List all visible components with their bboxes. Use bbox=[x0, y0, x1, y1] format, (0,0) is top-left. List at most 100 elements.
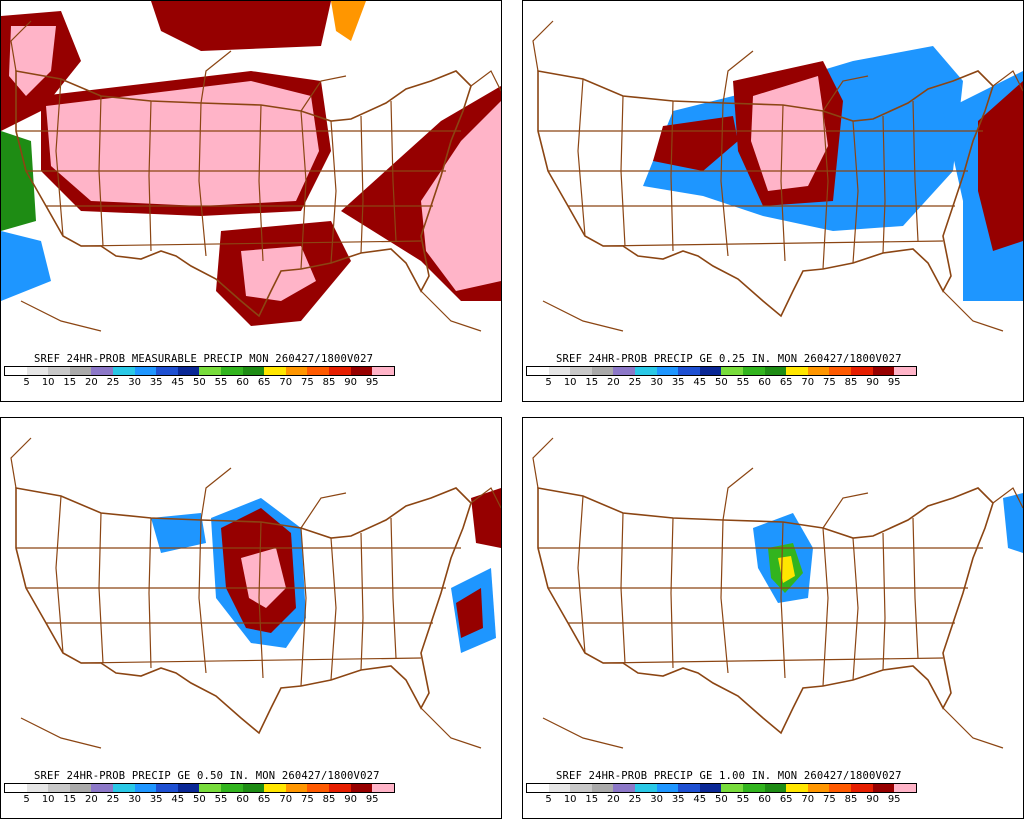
scale-tick-label: 5 bbox=[23, 794, 30, 805]
scale-tick-label: 50 bbox=[193, 794, 206, 805]
scale-tick-label: 25 bbox=[628, 377, 642, 388]
scale-tick-label: 65 bbox=[257, 794, 271, 805]
scale-tick-label: 35 bbox=[149, 794, 163, 805]
scale-tick-label: 60 bbox=[758, 794, 771, 805]
panel-precip-ge-025: SREF 24HR-PROB PRECIP GE 0.25 IN. MON 26… bbox=[522, 0, 1024, 402]
precip-probability-area bbox=[653, 116, 738, 171]
scale-swatch bbox=[699, 367, 722, 375]
scale-swatch bbox=[48, 784, 70, 792]
probability-map bbox=[523, 418, 1023, 773]
scale-swatch bbox=[807, 784, 830, 792]
scale-swatch bbox=[199, 784, 221, 792]
probability-map bbox=[523, 1, 1023, 356]
state-boundary bbox=[912, 517, 919, 659]
scale-swatch bbox=[699, 784, 722, 792]
probability-map bbox=[1, 418, 501, 773]
scale-swatch bbox=[591, 367, 614, 375]
state-boundary bbox=[780, 104, 786, 262]
scale-swatch bbox=[829, 367, 851, 375]
state-boundary bbox=[822, 75, 869, 112]
scale-swatch bbox=[91, 784, 113, 792]
scale-swatch bbox=[91, 367, 113, 375]
scale-tick-label: 65 bbox=[779, 794, 793, 805]
scale-tick-label: 70 bbox=[279, 377, 293, 388]
scale-tick-label: 95 bbox=[365, 794, 379, 805]
color-scale-labels: 5 10 15 20 25 30 35 45 50 55 60 65 70 75 85 90 95 bbox=[526, 377, 1006, 389]
state-boundary bbox=[822, 527, 829, 687]
state-boundary bbox=[258, 104, 264, 262]
scale-tick-label: 95 bbox=[887, 794, 901, 805]
scale-tick-label: 20 bbox=[607, 377, 620, 388]
state-boundary bbox=[10, 20, 32, 72]
state-boundary bbox=[822, 492, 869, 529]
scale-swatch bbox=[177, 784, 200, 792]
scale-tick-label: 20 bbox=[607, 794, 620, 805]
scale-tick-label: 5 bbox=[545, 377, 552, 388]
scale-tick-label: 10 bbox=[563, 377, 577, 388]
scale-swatch bbox=[220, 367, 243, 375]
scale-swatch bbox=[26, 367, 49, 375]
scale-tick-label: 85 bbox=[322, 794, 336, 805]
panel-measurable-precip: SREF 24HR-PROB MEASURABLE PRECIP MON 260… bbox=[0, 0, 502, 402]
scale-swatch bbox=[570, 784, 592, 792]
scale-tick-label: 85 bbox=[844, 377, 858, 388]
scale-swatch bbox=[527, 367, 549, 375]
scale-swatch bbox=[69, 784, 92, 792]
scale-swatch bbox=[350, 367, 373, 375]
scale-swatch bbox=[177, 367, 200, 375]
color-scale-bar bbox=[4, 783, 395, 793]
precip-probability-area bbox=[456, 588, 483, 638]
state-boundary bbox=[200, 50, 232, 104]
state-boundary bbox=[602, 657, 944, 664]
scale-swatch bbox=[894, 367, 916, 375]
scale-swatch bbox=[112, 784, 135, 792]
state-boundary bbox=[10, 437, 32, 489]
state-boundary bbox=[300, 492, 347, 529]
state-boundary bbox=[148, 100, 152, 252]
scale-swatch bbox=[591, 784, 614, 792]
precip-probability-area bbox=[46, 81, 319, 206]
scale-tick-label: 95 bbox=[887, 377, 901, 388]
scale-tick-label: 20 bbox=[85, 794, 98, 805]
scale-swatch bbox=[656, 784, 679, 792]
precip-probability-area bbox=[1003, 493, 1023, 553]
scale-swatch bbox=[199, 367, 221, 375]
panel-precip-ge-050: SREF 24HR-PROB PRECIP GE 0.50 IN. MON 26… bbox=[0, 417, 502, 819]
scale-swatch bbox=[678, 367, 700, 375]
scale-swatch bbox=[570, 367, 592, 375]
scale-tick-label: 70 bbox=[801, 794, 815, 805]
state-boundary bbox=[200, 467, 232, 521]
scale-tick-label: 10 bbox=[41, 794, 55, 805]
state-boundary bbox=[532, 20, 554, 72]
state-boundary bbox=[780, 521, 786, 679]
scale-swatch bbox=[134, 784, 157, 792]
scale-swatch bbox=[527, 784, 549, 792]
scale-swatch bbox=[548, 367, 571, 375]
color-scale-bar bbox=[526, 366, 917, 376]
scale-tick-label: 25 bbox=[106, 794, 120, 805]
scale-swatch bbox=[894, 784, 916, 792]
state-boundary bbox=[852, 537, 859, 681]
panel-precip-ge-100: SREF 24HR-PROB PRECIP GE 1.00 IN. MON 26… bbox=[522, 417, 1024, 819]
scale-tick-label: 10 bbox=[41, 377, 55, 388]
precip-probability-area bbox=[241, 548, 286, 608]
state-boundary bbox=[300, 527, 307, 687]
scale-tick-label: 30 bbox=[128, 794, 141, 805]
scale-tick-label: 15 bbox=[585, 794, 599, 805]
scale-swatch bbox=[656, 367, 679, 375]
scale-swatch bbox=[48, 367, 70, 375]
precip-probability-area bbox=[241, 246, 316, 301]
state-boundary bbox=[390, 517, 397, 659]
state-boundary bbox=[80, 657, 422, 664]
precip-probability-area bbox=[978, 81, 1023, 251]
scale-tick-label: 45 bbox=[693, 794, 707, 805]
scale-swatch bbox=[786, 367, 808, 375]
state-boundary bbox=[992, 70, 1023, 92]
scale-swatch bbox=[328, 367, 351, 375]
scale-swatch bbox=[156, 367, 178, 375]
scale-swatch bbox=[634, 784, 657, 792]
scale-tick-label: 50 bbox=[193, 377, 206, 388]
scale-tick-label: 30 bbox=[128, 377, 141, 388]
scale-swatch bbox=[872, 367, 895, 375]
state-boundary bbox=[542, 300, 624, 332]
